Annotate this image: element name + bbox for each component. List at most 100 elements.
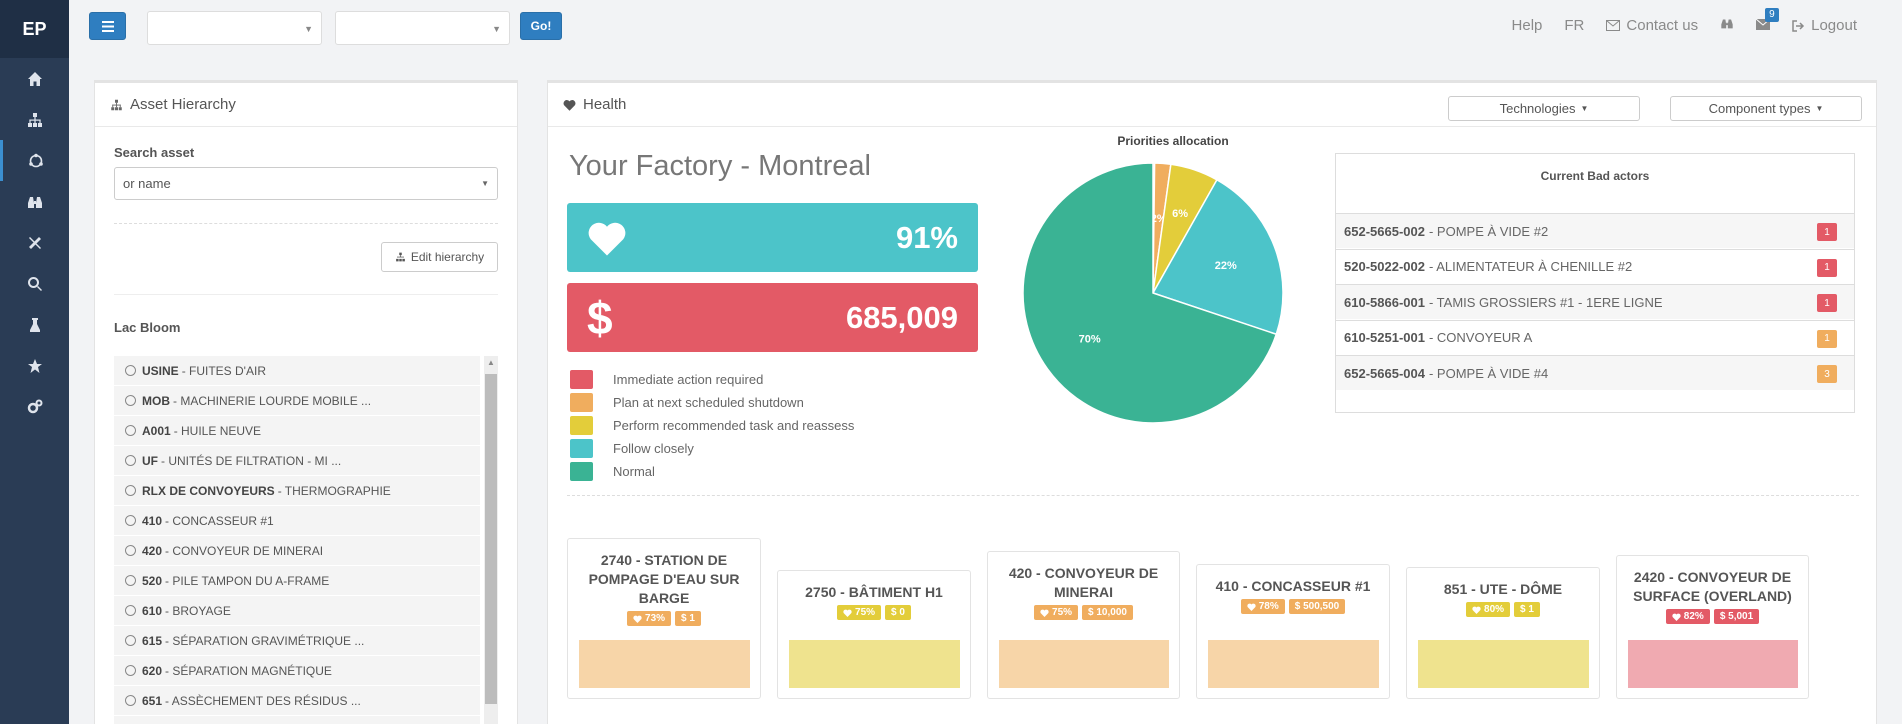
asset-list-item[interactable]: RLX DE CONVOYEURS - THERMOGRAPHIE — [114, 476, 480, 506]
status-circle-icon — [125, 395, 136, 406]
cost-tag: $ 1 — [1514, 602, 1540, 617]
asset-list-item[interactable]: 651- ASSÈCHEMENT DES RÉSIDUS ... — [114, 686, 480, 716]
health-tag-value: 75% — [855, 607, 876, 618]
component-types-dropdown[interactable]: Component types ▼ — [1670, 96, 1862, 121]
app-logo[interactable]: EP — [0, 0, 69, 58]
pie-slice[interactable] — [1151, 178, 1284, 336]
asset-list-item[interactable]: 420- CONVOYEUR DE MINERAI — [114, 536, 480, 566]
asset-list-item[interactable]: MOB - MACHINERIE LOURDE MOBILE ... — [114, 386, 480, 416]
component-card[interactable]: 2740 - STATION DE POMPAGE D'EAU SUR BARG… — [567, 538, 761, 699]
site-select[interactable]: ▼ — [147, 11, 322, 45]
bad-actor-code: 520-5022-002 — [1344, 259, 1425, 274]
component-card[interactable]: 851 - UTE - DÔME 80% $ 1 — [1406, 567, 1600, 699]
messages-button[interactable]: 9 — [1755, 8, 1779, 34]
asset-list-item[interactable]: 652- ASSÈCHEMENT DU CONCENTRÉ — [114, 716, 480, 724]
bad-actor-row[interactable]: 652-5665-002- POMPE À VIDE #2 1 — [1336, 213, 1854, 248]
nav-health[interactable] — [0, 140, 69, 181]
component-card-tags: 75% $ 0 — [778, 605, 970, 620]
nav-settings[interactable] — [0, 386, 69, 427]
component-card-status-bar — [999, 640, 1169, 688]
component-card[interactable]: 410 - CONCASSEUR #1 78% $ 500,500 — [1196, 564, 1390, 699]
chevron-down-icon: ▼ — [304, 24, 313, 34]
health-tag: 73% — [627, 611, 672, 626]
bad-actor-row[interactable]: 610-5866-001- TAMIS GROSSIERS #1 - 1ERE … — [1336, 284, 1854, 319]
edit-hierarchy-button[interactable]: Edit hierarchy — [381, 242, 498, 272]
priorities-pie-chart[interactable]: Priorities allocation 0%2%6%22%70% — [1023, 133, 1333, 433]
health-tag: 80% — [1466, 602, 1511, 617]
bad-actor-code: 652-5665-004 — [1344, 365, 1425, 381]
health-tag-value: 75% — [1052, 607, 1073, 618]
asset-list-item[interactable]: UF - UNITÉS DE FILTRATION - MI ... — [114, 446, 480, 476]
asset-list[interactable]: USINE - FUITES D'AIR MOB - MACHINERIE LOURD… — [114, 356, 498, 724]
scroll-up-arrow-icon[interactable]: ▲ — [487, 358, 495, 367]
logout-label: Logout — [1811, 17, 1857, 34]
asset-code: MOB — [142, 393, 170, 408]
component-card[interactable]: 2750 - BÂTIMENT H1 75% $ 0 — [777, 570, 971, 699]
nav-inspections[interactable] — [0, 181, 69, 222]
heart-icon — [633, 615, 642, 623]
technologies-dropdown[interactable]: Technologies ▼ — [1448, 96, 1640, 121]
legend-label: Perform recommended task and reassess — [613, 418, 855, 433]
pie-slice[interactable] — [1023, 162, 1278, 424]
status-circle-icon — [125, 485, 136, 496]
factory-title: Your Factory - Montreal — [569, 150, 871, 182]
cost-box[interactable]: $ 685,009 — [567, 283, 978, 352]
asset-name: - UNITÉS DE FILTRATION - MI ... — [161, 453, 342, 468]
bad-actor-row[interactable]: 520-5022-002- ALIMENTATEUR À CHENILLE #2… — [1336, 248, 1854, 284]
scrollbar-thumb[interactable] — [485, 374, 497, 704]
bad-actor-name: - ALIMENTATEUR À CHENILLE #2 — [1428, 259, 1633, 274]
area-select[interactable]: ▼ — [335, 11, 510, 45]
bad-actor-code: 610-5251-001 — [1344, 330, 1425, 345]
asset-list-item[interactable]: A001- HUILE NEUVE — [114, 416, 480, 446]
go-button[interactable]: Go! — [520, 12, 562, 40]
component-card-tags: 80% $ 1 — [1407, 602, 1599, 617]
nav-favorites[interactable] — [0, 345, 69, 386]
language-link[interactable]: FR — [1564, 17, 1585, 34]
heart-icon — [1672, 613, 1681, 621]
asset-list-item[interactable]: 615- SÉPARATION GRAVIMÉTRIQUE ... — [114, 626, 480, 656]
legend-swatch — [570, 393, 593, 412]
component-card[interactable]: 420 - CONVOYEUR DE MINERAI 75% $ 10,000 — [987, 551, 1180, 699]
component-card-title: 2750 - BÂTIMENT H1 — [805, 584, 943, 600]
nav-analysis[interactable] — [0, 263, 69, 304]
nav-maintenance[interactable] — [0, 222, 69, 263]
heart-icon — [1472, 606, 1481, 614]
asset-list-item[interactable]: 620- SÉPARATION MAGNÉTIQUE — [114, 656, 480, 686]
asset-name: - CONCASSEUR #1 — [165, 513, 274, 528]
bad-actor-row[interactable]: 652-5665-004- POMPE À VIDE #4 3 — [1336, 355, 1854, 390]
bad-actor-count-badge: 1 — [1817, 329, 1837, 348]
health-score-box[interactable]: 91% — [567, 203, 978, 272]
nav-home[interactable] — [0, 58, 69, 99]
top-right-menu: Help FR Contact us 9 Logout — [1511, 8, 1857, 34]
cost-tag: $ 5,001 — [1713, 609, 1760, 624]
component-card-title: 851 - UTE - DÔME — [1443, 581, 1563, 597]
asset-panel-header: Asset Hierarchy — [95, 83, 517, 127]
caret-down-icon: ▼ — [1580, 104, 1589, 113]
health-tag-value: 82% — [1683, 611, 1704, 622]
priority-legend: Immediate action required Plan at next sc… — [570, 368, 854, 483]
cost-value: 685,009 — [845, 299, 958, 335]
search-asset-input[interactable]: or name ▼ — [114, 167, 498, 200]
menu-toggle-button[interactable] — [89, 12, 126, 40]
asset-list-item[interactable]: 520- PILE TAMPON DU A-FRAME — [114, 566, 480, 596]
logout-link[interactable]: Logout — [1792, 17, 1857, 34]
asset-code: 615 — [142, 633, 163, 648]
health-tag: 75% — [1034, 605, 1079, 620]
nav-lab[interactable] — [0, 304, 69, 345]
bad-actor-row[interactable]: 610-5251-001- CONVOYEUR A 1 — [1336, 319, 1854, 355]
scrollbar[interactable]: ▲ — [484, 356, 498, 724]
asset-list-item[interactable]: 610- BROYAGE — [114, 596, 480, 626]
component-card-status-bar — [1208, 640, 1379, 688]
asset-code: RLX DE CONVOYEURS — [142, 483, 275, 498]
contact-link[interactable]: Contact us — [1606, 17, 1698, 34]
component-card[interactable]: 2420 - CONVOYEUR DE SURFACE (OVERLAND) 82… — [1616, 555, 1809, 699]
status-circle-icon — [125, 515, 136, 526]
help-link[interactable]: Help — [1511, 17, 1543, 34]
flask-icon — [29, 317, 40, 332]
binoculars-button[interactable] — [1720, 17, 1734, 34]
asset-list-item[interactable]: 410- CONCASSEUR #1 — [114, 506, 480, 536]
asset-list-item[interactable]: USINE - FUITES D'AIR — [114, 356, 480, 386]
nav-hierarchy[interactable] — [0, 99, 69, 140]
chevron-down-icon: ▼ — [492, 24, 501, 34]
heart-icon — [1247, 603, 1256, 611]
